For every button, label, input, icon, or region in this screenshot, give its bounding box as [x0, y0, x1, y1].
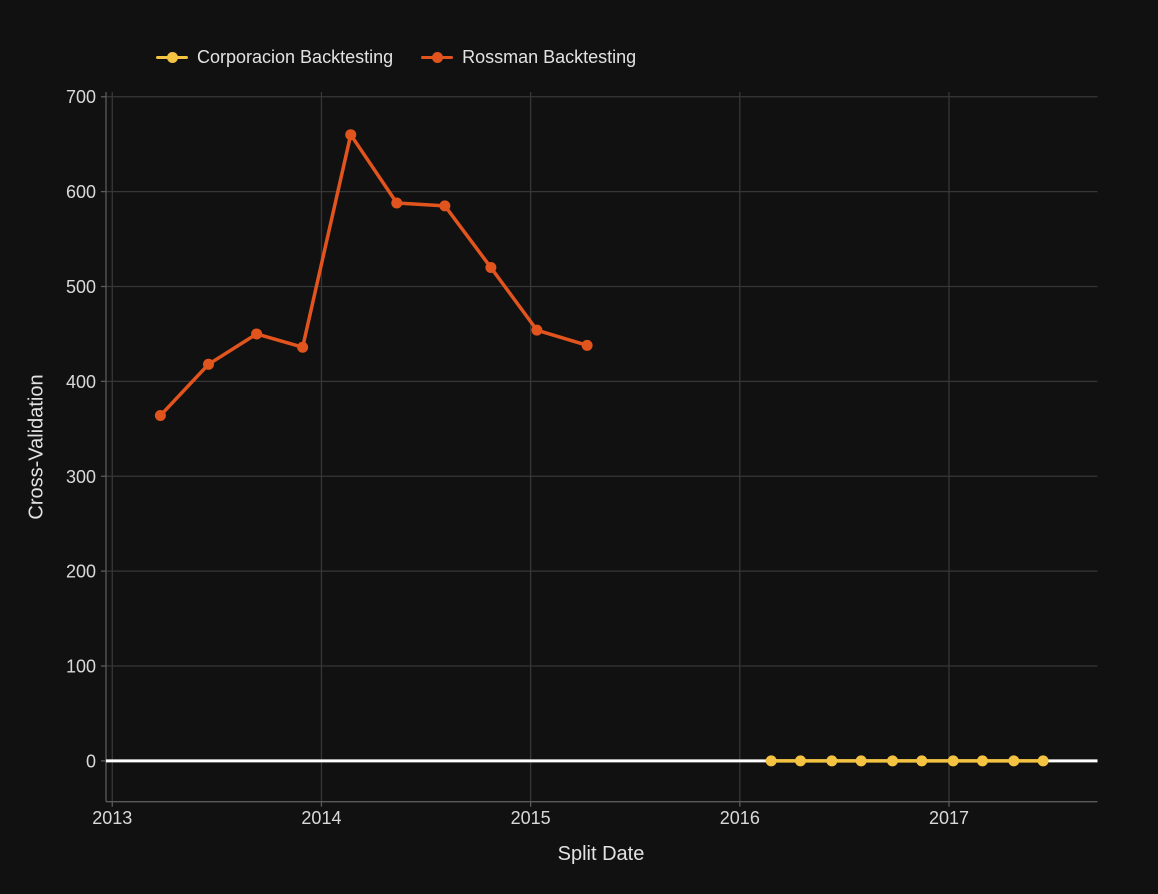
legend-label: Corporacion Backtesting: [197, 47, 394, 67]
y-tick-label: 600: [66, 182, 96, 202]
line-dot-marker-icon: [421, 52, 454, 64]
data-point-marker[interactable]: [1008, 755, 1020, 767]
x-tick-label: 2013: [92, 808, 132, 828]
data-point-marker[interactable]: [887, 755, 899, 767]
y-tick-label: 700: [66, 87, 96, 107]
data-point-marker[interactable]: [916, 755, 928, 767]
chart-legend: Corporacion Backtesting Rossman Backtest…: [156, 47, 636, 68]
grid-lines: [106, 92, 1098, 802]
data-point-marker[interactable]: [826, 755, 838, 767]
y-tick-label: 100: [66, 657, 96, 677]
data-point-marker[interactable]: [485, 262, 497, 274]
data-point-marker[interactable]: [154, 410, 166, 422]
x-tick-label: 2014: [301, 808, 341, 828]
y-tick-label: 200: [66, 562, 96, 582]
y-axis-title: Cross-Validation: [25, 374, 48, 520]
data-point-marker[interactable]: [794, 755, 806, 767]
legend-item-corporacion-backtesting[interactable]: Corporacion Backtesting: [156, 47, 393, 68]
x-tick-label: 2015: [511, 808, 551, 828]
legend-item-rossman-backtesting[interactable]: Rossman Backtesting: [421, 47, 636, 68]
y-tick-label: 400: [66, 372, 96, 392]
series-rossman-backtesting: [154, 129, 593, 422]
series-corporacion-backtesting: [765, 755, 1049, 767]
data-point-marker[interactable]: [581, 339, 593, 351]
data-point-marker[interactable]: [1037, 755, 1049, 767]
axis-lines: [101, 92, 1098, 807]
data-point-marker[interactable]: [345, 129, 357, 141]
line-dot-marker-icon: [156, 52, 188, 64]
y-tick-label: 300: [66, 467, 96, 487]
y-tick-label: 0: [86, 751, 96, 771]
tick-labels: 2013 2014 2015 2016 2017 0 100 200 300 400 500 600 7…: [66, 87, 969, 828]
data-point-marker[interactable]: [947, 755, 959, 767]
data-point-marker[interactable]: [439, 200, 451, 212]
x-axis-title: Split Date: [557, 843, 645, 865]
data-point-marker[interactable]: [202, 358, 214, 370]
data-point-marker[interactable]: [976, 755, 988, 767]
series-line-rossman-backtesting: [158, 132, 589, 418]
data-point-marker[interactable]: [855, 755, 867, 767]
data-point-marker[interactable]: [531, 324, 543, 336]
y-tick-label: 500: [66, 277, 96, 297]
legend-label: Rossman Backtesting: [462, 47, 637, 67]
x-tick-label: 2017: [929, 808, 969, 828]
data-point-marker[interactable]: [391, 197, 403, 209]
data-point-marker[interactable]: [251, 328, 263, 340]
x-tick-label: 2016: [720, 808, 760, 828]
data-point-marker[interactable]: [765, 755, 777, 767]
data-point-marker[interactable]: [297, 341, 309, 353]
